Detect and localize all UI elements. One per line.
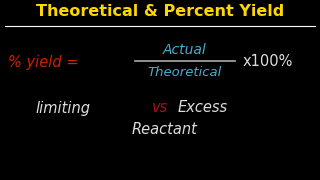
Text: limiting: limiting [35,100,90,116]
Text: Actual: Actual [163,43,207,57]
Text: Theoretical: Theoretical [148,66,222,80]
Text: Reactant: Reactant [132,123,198,138]
Text: Excess: Excess [178,100,228,116]
Text: % yield =: % yield = [8,55,78,69]
Text: Theoretical & Percent Yield: Theoretical & Percent Yield [36,4,284,19]
Text: vs: vs [152,100,168,116]
Text: x100%: x100% [243,55,293,69]
